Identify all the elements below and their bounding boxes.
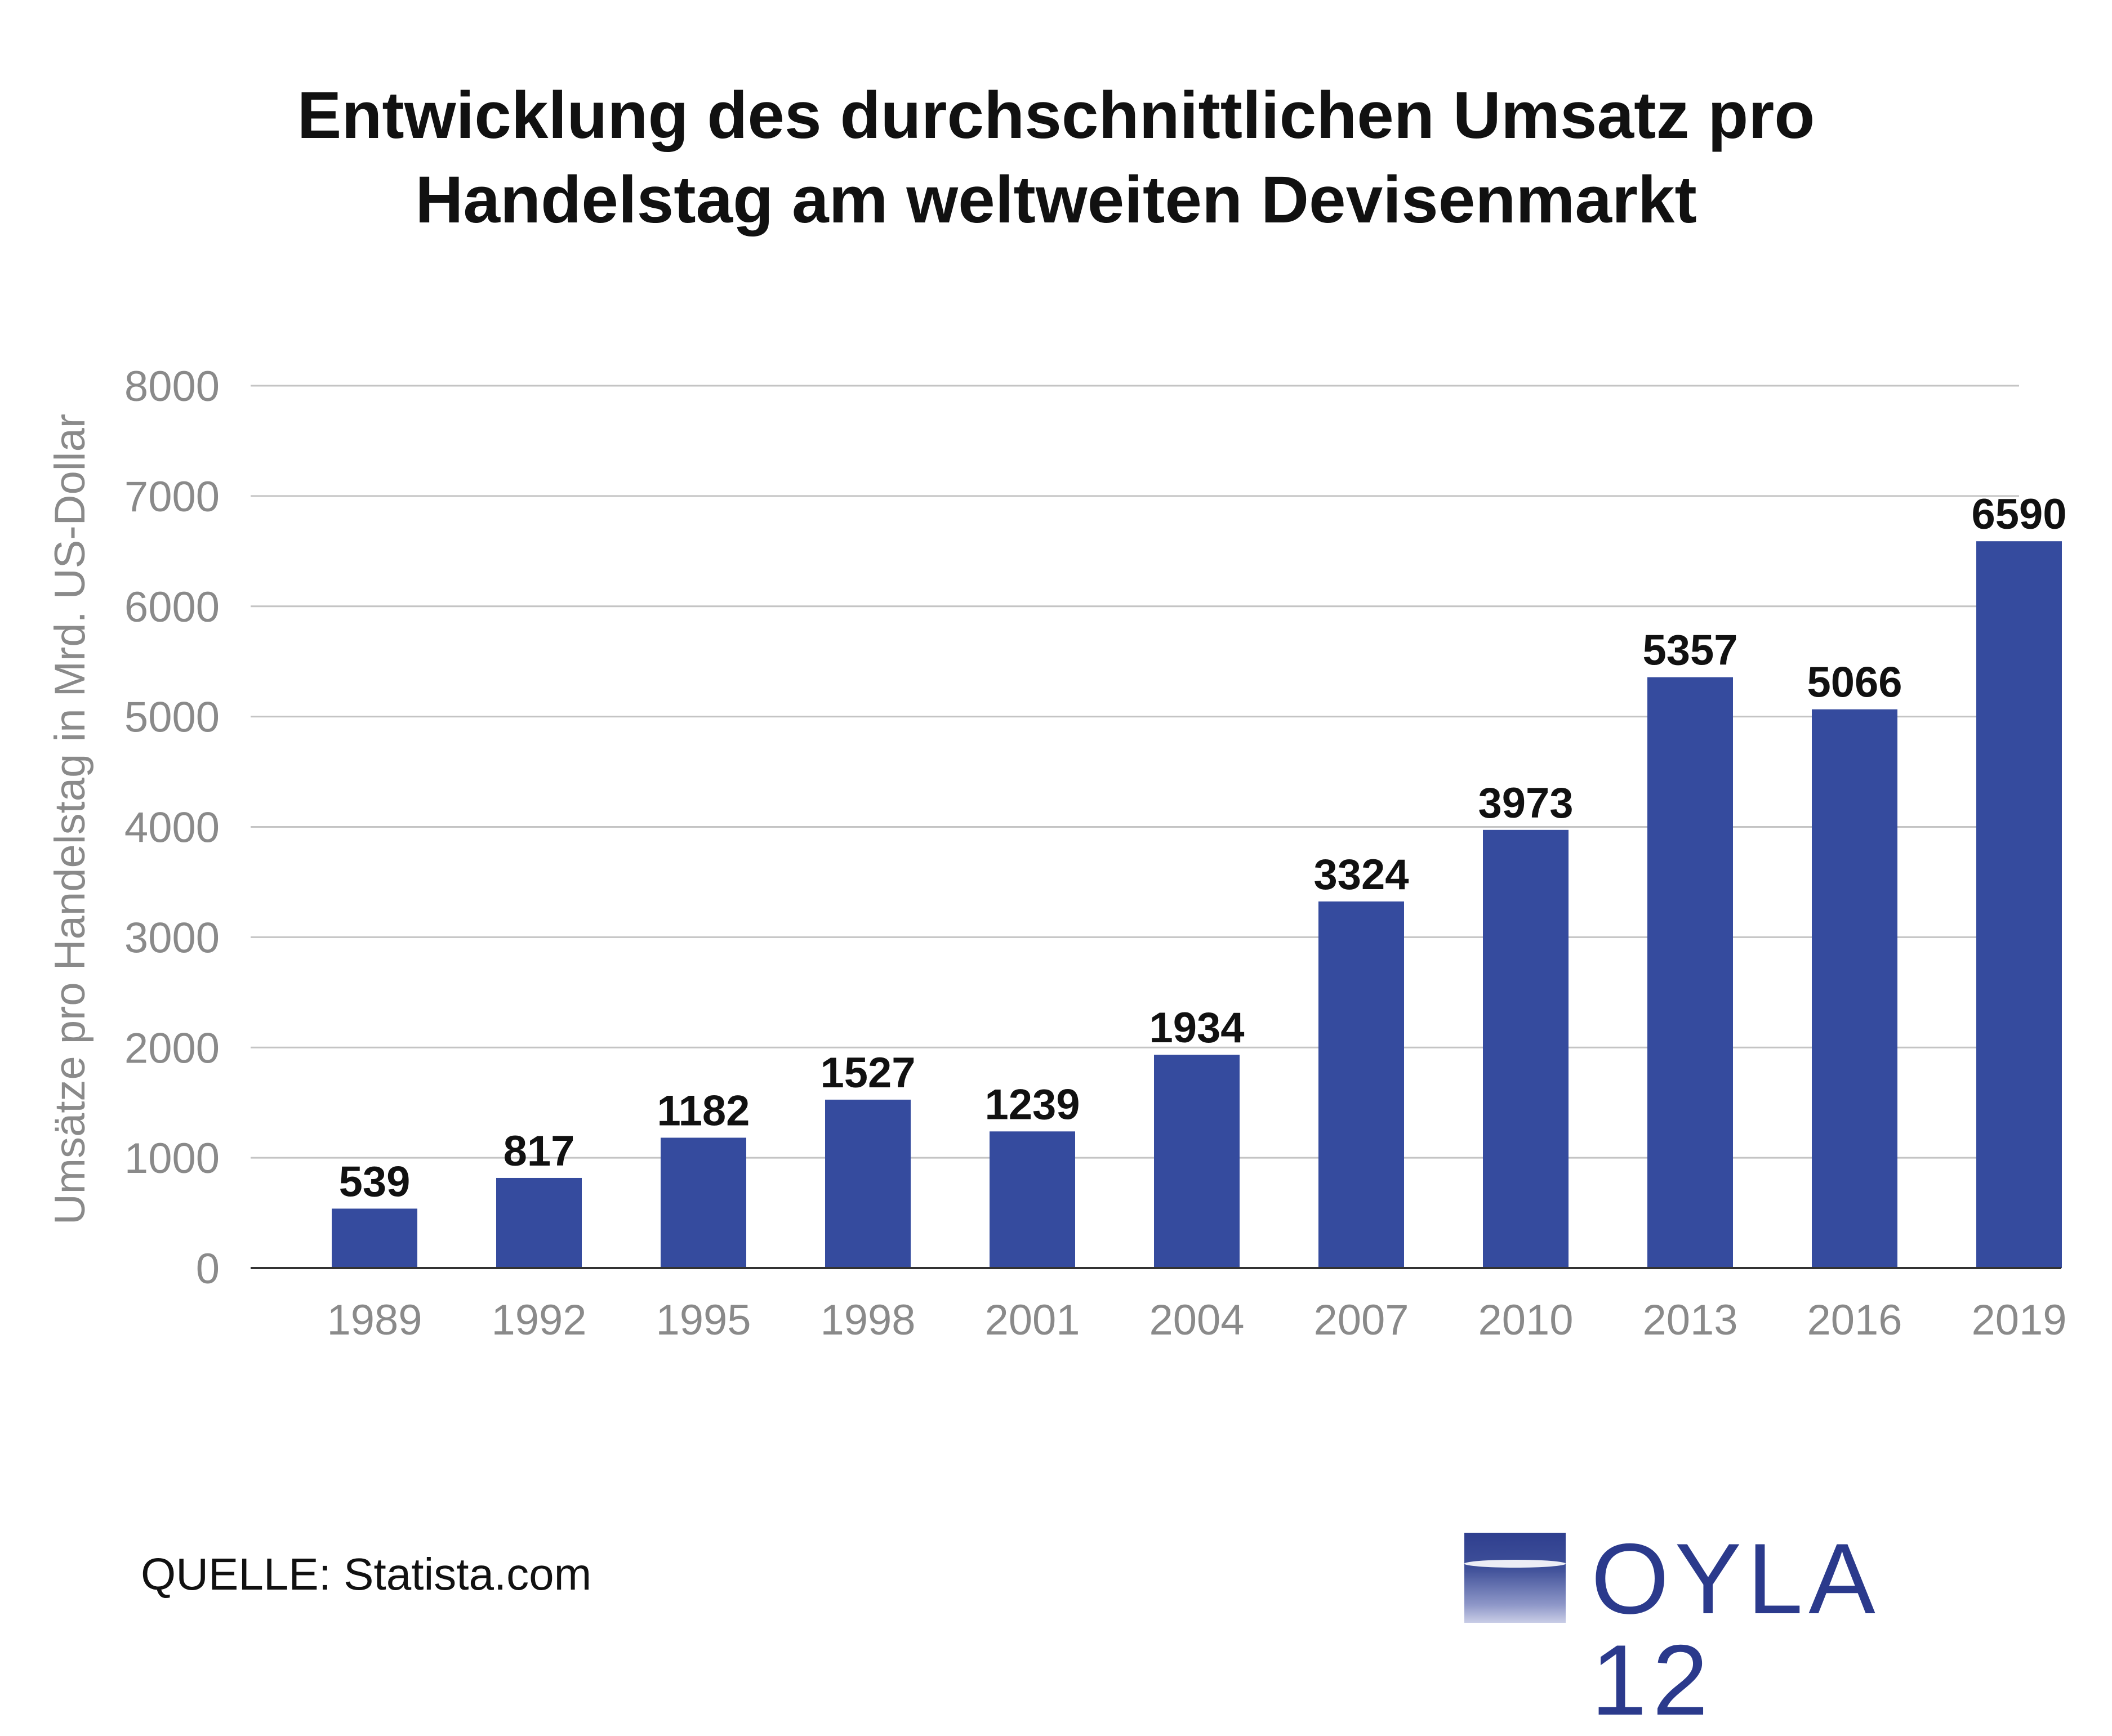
bar bbox=[1812, 709, 1897, 1268]
x-tick-label: 2010 bbox=[1478, 1296, 1573, 1344]
bar bbox=[990, 1131, 1075, 1268]
y-axis-ticks: 0 1000 2000 3000 4000 5000 6000 7000 8000 bbox=[124, 363, 220, 1293]
data-label: 5066 bbox=[1807, 659, 1902, 707]
x-tick-label: 2001 bbox=[984, 1296, 1080, 1344]
x-tick-label: 1995 bbox=[656, 1296, 751, 1344]
y-tick-label: 3000 bbox=[124, 914, 220, 962]
x-axis-ticks: 1989 1992 1995 1998 2001 2004 2007 2010 2013 2016… bbox=[327, 1296, 2066, 1344]
y-tick-label: 4000 bbox=[124, 804, 220, 852]
data-label: 1934 bbox=[1149, 1004, 1244, 1052]
x-tick-label: 2013 bbox=[1642, 1296, 1737, 1344]
data-label: 1182 bbox=[657, 1087, 750, 1135]
bars bbox=[332, 541, 2062, 1268]
x-tick-label: 1989 bbox=[327, 1296, 422, 1344]
x-tick-label: 2004 bbox=[1149, 1296, 1244, 1344]
data-label: 5357 bbox=[1642, 627, 1737, 675]
logo: OYLA 12 bbox=[1464, 1528, 2028, 1731]
x-tick-label: 1998 bbox=[820, 1296, 915, 1344]
bar bbox=[1318, 901, 1404, 1268]
data-label: 1527 bbox=[820, 1049, 915, 1097]
bar bbox=[332, 1208, 417, 1268]
chart-title-line-1: Entwicklung des durchschnittlichen Umsat… bbox=[297, 78, 1815, 153]
logo-mark-icon bbox=[1464, 1533, 1566, 1623]
data-label: 817 bbox=[504, 1127, 575, 1175]
data-label: 3324 bbox=[1313, 851, 1409, 899]
bar bbox=[496, 1177, 582, 1268]
y-tick-label: 0 bbox=[196, 1245, 220, 1293]
x-tick-label: 2007 bbox=[1313, 1296, 1409, 1344]
chart-title: Entwicklung des durchschnittlichen Umsat… bbox=[0, 73, 2112, 242]
x-tick-label: 1992 bbox=[491, 1296, 586, 1344]
bar bbox=[661, 1137, 746, 1268]
y-axis-label: Umsätze pro Handelstag in Mrd. US-Dollar bbox=[46, 414, 94, 1225]
y-tick-label: 5000 bbox=[124, 694, 220, 742]
y-tick-label: 6000 bbox=[124, 583, 220, 631]
bar bbox=[1154, 1055, 1240, 1268]
y-tick-label: 8000 bbox=[124, 363, 220, 410]
x-tick-label: 2016 bbox=[1807, 1296, 1902, 1344]
y-tick-label: 7000 bbox=[124, 473, 220, 521]
data-label: 3973 bbox=[1478, 779, 1573, 827]
bar bbox=[1976, 541, 2062, 1268]
logo-text: OYLA 12 bbox=[1591, 1523, 1876, 1736]
data-label: 539 bbox=[339, 1158, 411, 1206]
data-label: 1239 bbox=[984, 1081, 1080, 1128]
y-tick-label: 2000 bbox=[124, 1024, 220, 1072]
bar bbox=[1483, 829, 1569, 1268]
source-text: QUELLE: Statista.com bbox=[141, 1549, 592, 1599]
data-labels: 539 817 1182 1527 1239 1934 3324 3973 5357 5066 65… bbox=[339, 490, 2067, 1206]
bar-chart: 0 1000 2000 3000 4000 5000 6000 7000 8000 539 817… bbox=[46, 363, 2067, 1344]
y-tick-label: 1000 bbox=[124, 1135, 220, 1182]
bar bbox=[1647, 677, 1733, 1268]
data-label: 6590 bbox=[1971, 490, 2066, 538]
x-tick-label: 2019 bbox=[1971, 1296, 2066, 1344]
gridlines bbox=[251, 385, 2019, 1159]
chart-title-line-2: Handelstag am weltweiten Devisenmarkt bbox=[415, 163, 1697, 237]
bar bbox=[825, 1099, 911, 1268]
